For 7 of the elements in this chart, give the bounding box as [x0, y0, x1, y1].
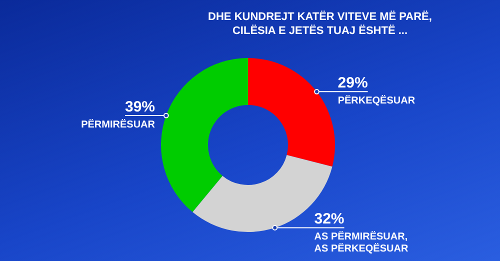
slice-label: PËRMIRËSUAR	[81, 118, 156, 130]
data-label: 29%	[338, 74, 368, 92]
data-label: 39%	[124, 98, 156, 116]
data-label: 32%	[314, 210, 344, 228]
chart-title: DHE KUNDREJT KATËR VITEVE MË PARË, CILËSIA E JETËS TUAJ ËSHTË ...	[207, 10, 433, 38]
slice-label: PËRKEQËSUAR	[338, 94, 416, 106]
slice-label: AS PËRMIRËSUAR, AS PËRKEQËSUAR	[314, 230, 409, 254]
